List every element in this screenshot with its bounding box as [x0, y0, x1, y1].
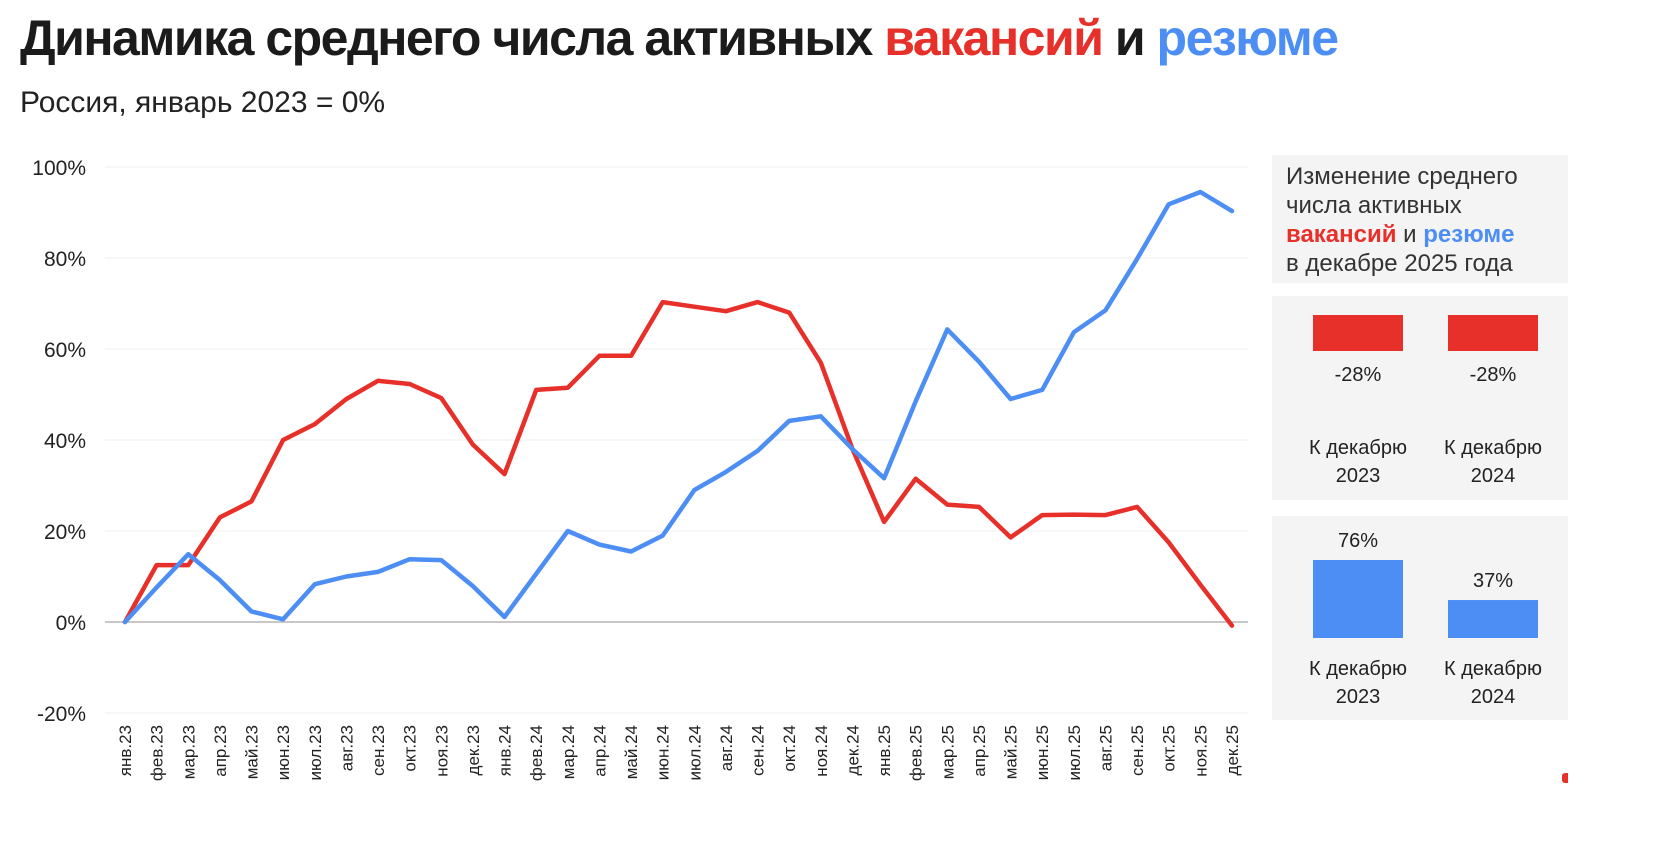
- series-line-resumes: [122, 189, 1235, 625]
- x-tick-label: мар.23: [179, 725, 198, 779]
- x-tick-label: апр.24: [590, 725, 609, 777]
- corner-accent-mark: [1562, 773, 1568, 783]
- x-tick-label: окт.23: [401, 725, 420, 772]
- title-and-word: и: [1114, 10, 1146, 66]
- x-tick-label: июн.25: [1033, 725, 1052, 780]
- side-heading-and: и: [1403, 221, 1417, 248]
- x-tick-label: авг.25: [1096, 725, 1115, 771]
- series-line-vacancies: [122, 299, 1235, 628]
- x-tick-label: ноя.23: [432, 725, 451, 777]
- y-tick-label: 80%: [44, 248, 86, 271]
- x-tick-label: май.25: [1002, 725, 1021, 779]
- title-prefix: Динамика среднего числа активных: [20, 10, 873, 66]
- page-title: Динамика среднего числа активных ваканси…: [20, 8, 1340, 68]
- title-vacancies-word: вакансий: [884, 10, 1104, 66]
- y-tick-label: 60%: [44, 339, 86, 362]
- x-tick-label: фев.25: [907, 725, 926, 781]
- x-tick-label: июл.24: [685, 725, 704, 780]
- title-resumes-word: резюме: [1156, 10, 1340, 66]
- y-tick-label: -20%: [37, 703, 86, 726]
- side-heading-resumes: резюме: [1423, 221, 1515, 248]
- x-tick-label: сен.23: [369, 725, 388, 776]
- x-tick-label: мар.24: [559, 725, 578, 779]
- side-panel-vacancies-bg: [1272, 296, 1568, 500]
- x-tick-label: апр.25: [970, 725, 989, 777]
- x-tick-label: дек.25: [1223, 725, 1242, 775]
- side-heading-line-2: числа активных: [1286, 192, 1462, 219]
- y-tick-label: 100%: [32, 157, 86, 180]
- x-tick-label: ноя.24: [812, 725, 831, 777]
- x-tick-label: янв.25: [875, 725, 894, 776]
- x-tick-label: авг.24: [717, 725, 736, 771]
- x-tick-label: май.24: [622, 725, 641, 779]
- y-tick-label: 20%: [44, 521, 86, 544]
- side-heading-line-3: вакансий и резюме: [1286, 220, 1566, 249]
- x-tick-label: авг.23: [337, 725, 356, 771]
- x-tick-label: окт.24: [780, 725, 799, 772]
- x-tick-label: июн.24: [654, 725, 673, 780]
- x-tick-label: июл.25: [1065, 725, 1084, 780]
- x-tick-label: окт.25: [1160, 725, 1179, 772]
- y-tick-label: 0%: [56, 612, 86, 635]
- x-tick-label: фев.24: [527, 725, 546, 781]
- x-tick-label: янв.23: [116, 725, 135, 776]
- line-chart: -20% 0% 20% 40% 60% 80% 100% янв.23 фев.23 мар.23…: [32, 157, 1248, 781]
- x-tick-label: июл.23: [306, 725, 325, 780]
- side-panel-heading: Изменение среднего числа активных ваканс…: [1286, 162, 1566, 278]
- side-heading-line-1: Изменение среднего: [1286, 163, 1518, 190]
- x-tick-label: сен.25: [1128, 725, 1147, 776]
- page-subtitle: Россия, январь 2023 = 0%: [20, 86, 386, 119]
- side-heading-vacancies: вакансий: [1286, 221, 1397, 248]
- x-tick-label: май.23: [243, 725, 262, 779]
- x-tick-label: ноя.25: [1191, 725, 1210, 777]
- side-heading-line-4: в декабре 2025 года: [1286, 250, 1513, 277]
- x-tick-label: сен.24: [749, 725, 768, 776]
- x-tick-label: июн.23: [274, 725, 293, 780]
- x-tick-label: дек.24: [843, 725, 862, 775]
- y-tick-label: 40%: [44, 430, 86, 453]
- x-tick-label: фев.23: [148, 725, 167, 781]
- x-tick-label: апр.23: [211, 725, 230, 777]
- x-tick-label: дек.23: [464, 725, 483, 775]
- x-tick-label: янв.24: [496, 725, 515, 776]
- side-panel-heading-bg: [1272, 155, 1568, 283]
- side-panel-resumes-bg: [1272, 516, 1568, 720]
- x-tick-label: мар.25: [938, 725, 957, 779]
